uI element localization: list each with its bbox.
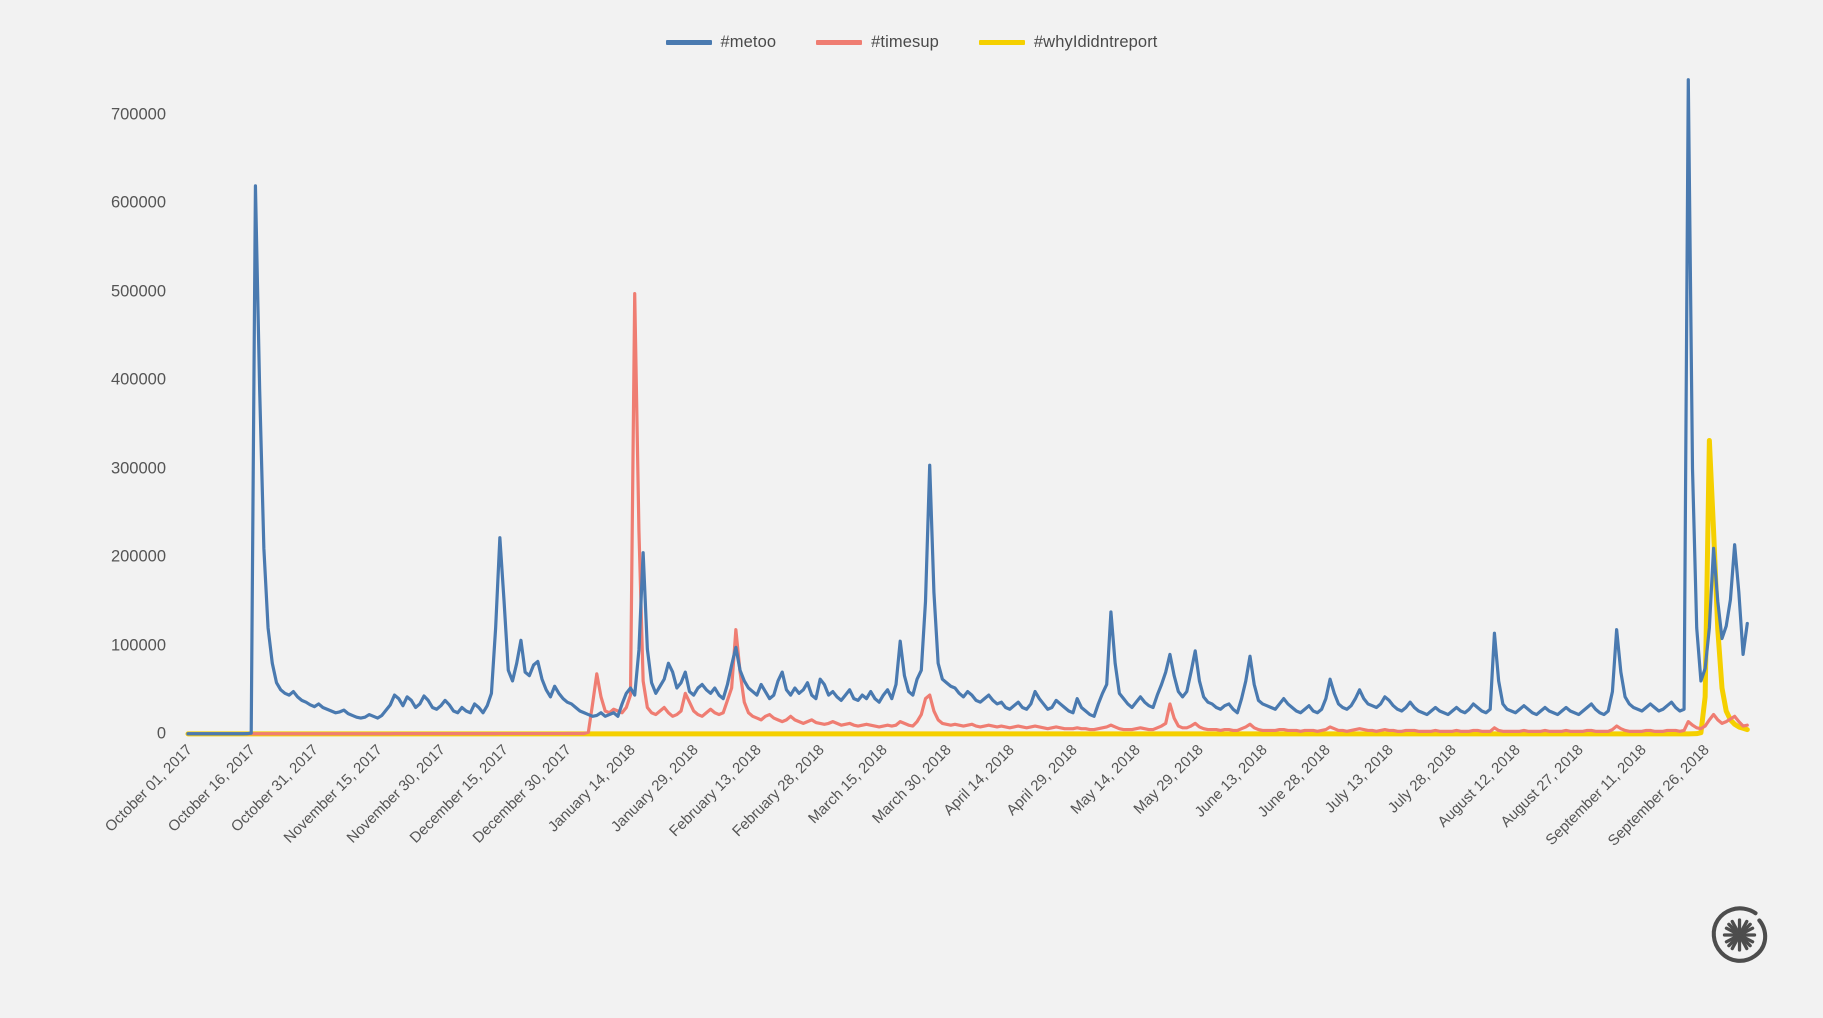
- plot-area: [188, 62, 1722, 734]
- y-axis-tick-label: 100000: [110, 636, 166, 655]
- legend-label-timesup: #timesup: [871, 33, 939, 51]
- y-axis-tick-label: 400000: [110, 370, 166, 389]
- x-axis-tick-text: March 30, 2018: [868, 741, 955, 828]
- x-axis-tick-text: August 12, 2018: [1433, 741, 1524, 831]
- legend-item-metoo[interactable]: #metoo: [665, 33, 777, 52]
- x-axis-tick-text: April 14, 2018: [940, 741, 1018, 819]
- legend-item-timesup[interactable]: #timesup: [816, 33, 939, 52]
- x-axis-tick-text: January 29, 2018: [607, 741, 702, 836]
- x-axis-tick-text: October 31, 2017: [228, 741, 323, 836]
- x-axis-tick-text: October 16, 2017: [165, 741, 259, 836]
- x-axis-tick-text: December 15, 2017: [406, 741, 512, 847]
- x-axis-tick-text: May 14, 2018: [1067, 741, 1144, 818]
- x-axis-tick-label: October 01, 2017: [0, 740, 200, 964]
- x-axis-tick-text: August 27, 2018: [1497, 741, 1587, 831]
- chart-legend: #metoo #timesup #whyIdidntreport: [0, 33, 1823, 52]
- x-axis-tick-text: July 13, 2018: [1321, 741, 1397, 817]
- y-axis-tick-label: 300000: [110, 459, 166, 478]
- series-line-timesup: [188, 294, 1747, 734]
- x-axis-tick-text: June 13, 2018: [1191, 741, 1271, 821]
- legend-label-metoo: #metoo: [720, 33, 777, 51]
- y-axis-tick-label: 700000: [110, 105, 166, 124]
- x-axis-tick-text: April 29, 2018: [1003, 741, 1081, 819]
- legend-label-whyididntreport: #whyIdidntreport: [1033, 33, 1158, 51]
- series-line-whyididntreport: [188, 440, 1747, 733]
- x-axis-tick-text: January 14, 2018: [544, 741, 639, 836]
- x-axis-tick-text: February 28, 2018: [729, 741, 828, 841]
- x-axis-tick-text: November 30, 2017: [343, 741, 449, 847]
- y-axis-tick-label: 500000: [110, 282, 166, 301]
- series-line-metoo: [188, 80, 1747, 734]
- x-axis-tick-text: September 11, 2018: [1542, 741, 1650, 849]
- x-axis-tick-text: May 29, 2018: [1130, 741, 1208, 818]
- x-axis-tick-text: October 01, 2017: [101, 741, 196, 836]
- legend-swatch-whyididntreport: [978, 40, 1025, 45]
- y-axis-tick-label: 600000: [110, 193, 166, 212]
- legend-item-whyididntreport[interactable]: #whyIdidntreport: [978, 33, 1158, 52]
- x-axis-tick-text: June 28, 2018: [1254, 741, 1334, 821]
- y-axis-tick-label: 0: [156, 724, 166, 743]
- asterisk-circle-logo: [1709, 904, 1771, 966]
- legend-swatch-timesup: [816, 40, 863, 45]
- x-axis-tick-text: February 13, 2018: [666, 741, 765, 841]
- x-axis: October 01, 2017 October 16, 2017 October …: [102, 740, 1722, 910]
- x-axis-tick-text: September 26, 2018: [1604, 741, 1713, 850]
- y-axis: 0 100000 200000 300000 400000 500000 600000 700…: [0, 62, 188, 743]
- legend-swatch-metoo: [665, 40, 712, 45]
- x-axis-tick-text: November 15, 2017: [280, 741, 386, 847]
- series-lines: [188, 62, 1722, 734]
- y-axis-tick-label: 200000: [110, 547, 166, 566]
